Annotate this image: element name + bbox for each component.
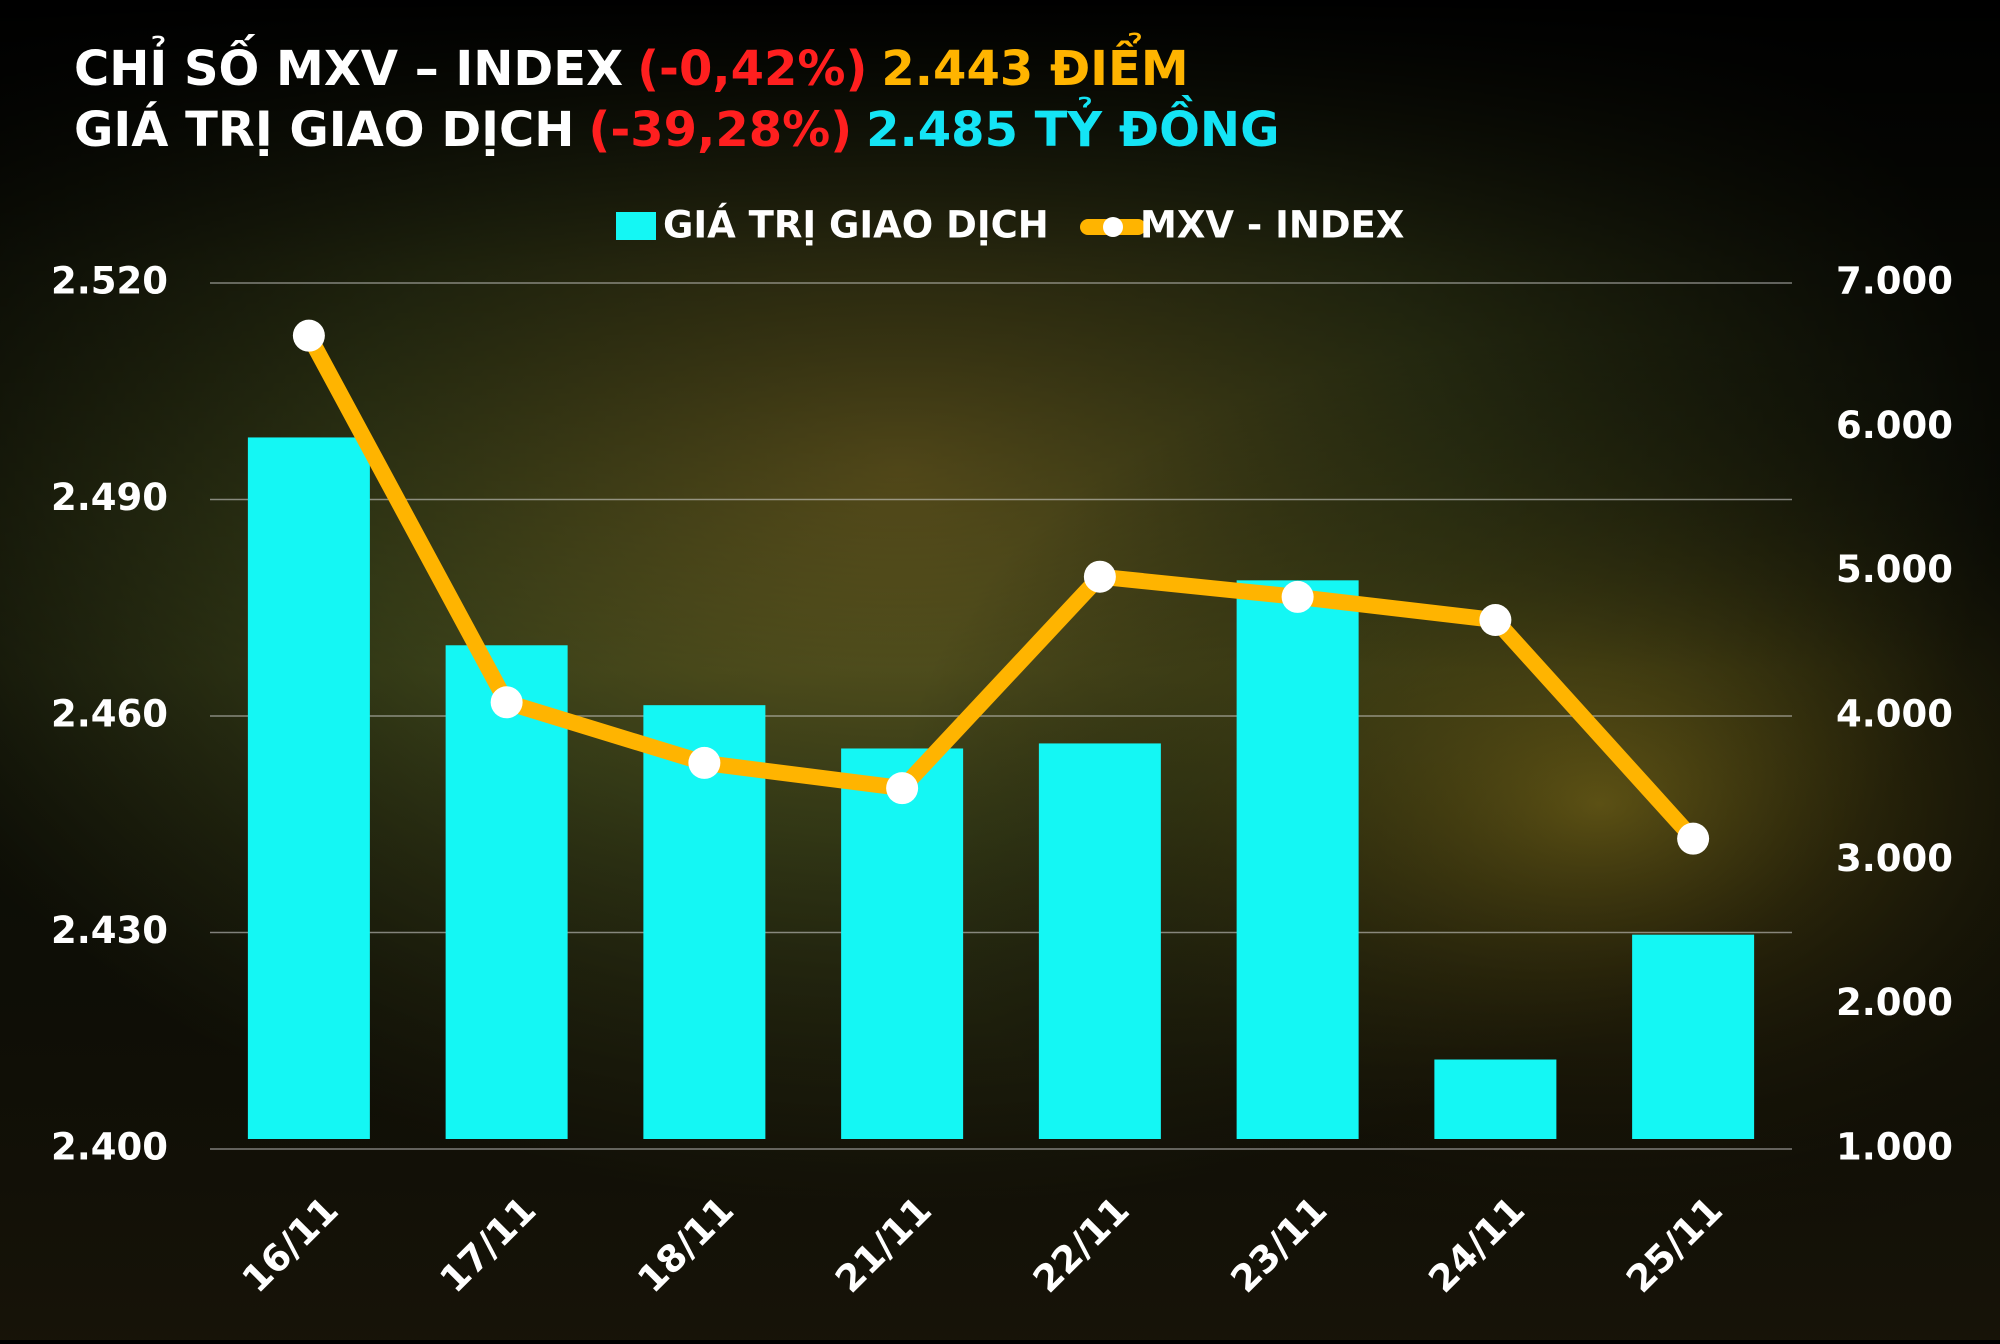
title-line: CHỈ SỐ MXV – INDEX (-0,42%) 2.443 ĐIỂM: [74, 32, 1189, 97]
bar: [841, 748, 964, 1139]
y2-tick-label: 1.000: [1836, 1126, 1953, 1169]
y2-tick-label: 2.000: [1836, 981, 1953, 1024]
y2-tick-label: 7.000: [1836, 260, 1953, 303]
line-marker: [886, 772, 919, 805]
y-tick-label: 2.490: [51, 476, 168, 519]
legend-label: GIÁ TRỊ GIAO DỊCH: [663, 203, 1049, 247]
title-part: 2.443 ĐIỂM: [881, 32, 1188, 97]
bar: [1038, 743, 1161, 1139]
bar: [1434, 1059, 1557, 1139]
y2-tick-label: 5.000: [1836, 548, 1953, 591]
bar: [1632, 934, 1755, 1139]
line-marker: [1479, 604, 1512, 637]
line-marker: [1083, 560, 1116, 593]
y2-tick-label: 4.000: [1836, 693, 1953, 736]
title-part: (-39,28%): [588, 102, 852, 158]
legend-swatch: [1103, 217, 1123, 237]
title-part: 2.485 TỶ ĐỒNG: [866, 95, 1279, 158]
line-marker: [1677, 822, 1710, 855]
y-tick-label: 2.430: [51, 909, 168, 952]
title-part: GIÁ TRỊ GIAO DỊCH: [74, 101, 574, 158]
line-marker: [1281, 580, 1314, 613]
bar: [1236, 580, 1359, 1139]
y-tick-label: 2.520: [51, 260, 168, 303]
title-part: CHỈ SỐ MXV – INDEX: [74, 34, 623, 97]
legend-swatch: [616, 212, 656, 240]
line: [300, 327, 1702, 847]
y-tick-label: 2.400: [51, 1126, 168, 1169]
bar: [247, 437, 370, 1140]
bar: [445, 645, 568, 1139]
y2-tick-label: 6.000: [1836, 404, 1953, 447]
legend-label: MXV - INDEX: [1140, 204, 1404, 247]
line-marker: [292, 319, 325, 352]
y-tick-label: 2.460: [51, 693, 168, 736]
line-marker: [688, 746, 721, 779]
y2-tick-label: 3.000: [1836, 837, 1953, 880]
title-line: GIÁ TRỊ GIAO DỊCH (-39,28%) 2.485 TỶ ĐỒNG: [74, 95, 1279, 158]
title-part: (-0,42%): [637, 41, 867, 97]
line-marker: [490, 686, 523, 719]
